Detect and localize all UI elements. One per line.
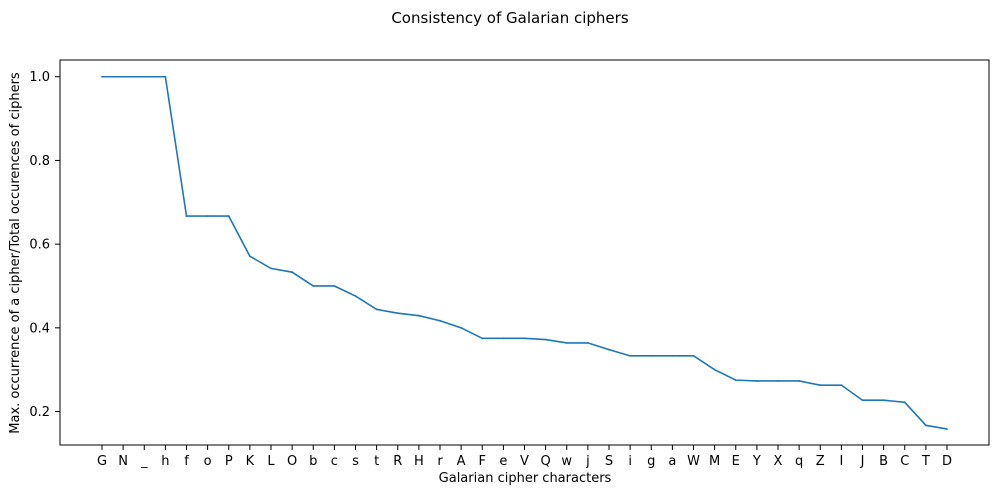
- x-tick-label: j: [585, 454, 590, 469]
- x-tick-label: W: [687, 454, 700, 469]
- x-tick-label: Z: [816, 454, 825, 469]
- x-tick-label: t: [374, 454, 379, 469]
- x-tick-label: K: [246, 454, 255, 469]
- x-tick-label: F: [479, 454, 486, 469]
- x-tick-label: r: [437, 454, 443, 469]
- x-tick-label: O: [287, 454, 297, 469]
- x-tick-label: E: [732, 454, 740, 469]
- x-tick-label: P: [225, 454, 233, 469]
- x-tick-label: R: [393, 454, 402, 469]
- y-tick-label: 0.2: [29, 405, 50, 420]
- x-tick-label: S: [605, 454, 613, 469]
- chart-title: Consistency of Galarian ciphers: [391, 9, 629, 27]
- x-tick-label: L: [267, 454, 275, 469]
- x-tick-label: V: [520, 454, 529, 469]
- x-tick-label: i: [628, 454, 632, 469]
- y-tick-label: 0.6: [29, 238, 50, 253]
- x-tick-label: w: [561, 454, 572, 469]
- x-tick-label: Y: [752, 454, 761, 469]
- x-tick-label: A: [457, 454, 466, 469]
- x-tick-label: h: [161, 454, 169, 469]
- x-tick-label: o: [204, 454, 212, 469]
- x-tick-label: Q: [541, 454, 551, 469]
- y-axis: 0.2 0.4 0.6 0.8 1.0: [29, 70, 60, 420]
- x-tick-label: T: [921, 454, 930, 469]
- x-tick-label: q: [795, 454, 803, 469]
- x-tick-label: b: [309, 454, 317, 469]
- y-tick-label: 0.8: [29, 154, 50, 169]
- y-tick-label: 1.0: [29, 70, 50, 85]
- y-axis-label: Max. occurrence of a cipher/Total occure…: [8, 72, 23, 434]
- x-tick-label: D: [942, 454, 952, 469]
- x-tick-label: c: [331, 454, 338, 469]
- x-tick-label: C: [900, 454, 909, 469]
- series-line: [102, 75, 948, 430]
- x-tick-label: B: [879, 454, 888, 469]
- x-tick-label: J: [860, 454, 865, 469]
- data-points: [101, 75, 948, 430]
- x-tick-label: H: [414, 454, 424, 469]
- x-tick-label: G: [97, 454, 107, 469]
- x-tick-label: M: [709, 454, 720, 469]
- plot-area: [59, 59, 990, 446]
- x-tick-label: g: [647, 454, 655, 469]
- x-tick-label: _: [140, 454, 148, 469]
- x-tick-label: a: [668, 454, 676, 469]
- x-axis-label: Galarian cipher characters: [439, 471, 612, 486]
- x-tick-label: e: [499, 454, 507, 469]
- x-tick-label: N: [118, 454, 128, 469]
- x-tick-label: s: [352, 454, 359, 469]
- y-tick-label: 0.4: [29, 321, 50, 336]
- x-tick-label: X: [774, 454, 783, 469]
- x-tick-label: I: [839, 454, 843, 469]
- x-tick-label: f: [184, 454, 189, 469]
